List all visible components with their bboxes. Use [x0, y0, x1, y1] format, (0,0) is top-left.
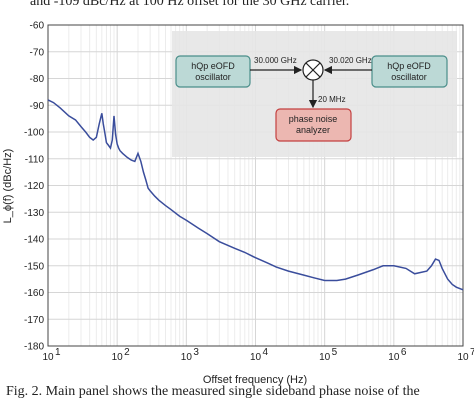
y-axis-label: L_ϕ(f) (dBc/Hz) [2, 149, 14, 224]
x-tick-label: 10 [181, 352, 193, 363]
y-tick-label: -90 [30, 101, 45, 112]
series-line [47, 99, 464, 291]
x-axis-label: Offset frequency (Hz) [203, 374, 307, 386]
y-tick-label: -60 [30, 21, 45, 32]
y-tick-label: -70 [30, 47, 45, 58]
x-tick-exponent: 4 [263, 347, 269, 358]
y-tick-label: -100 [24, 128, 44, 139]
y-tick-label: -170 [24, 315, 44, 326]
x-tick-exponent: 1 [55, 347, 61, 358]
mixer-cross-2 [305, 62, 321, 78]
right-oscillator-box [371, 55, 448, 88]
x-tick-label: 10 [112, 352, 124, 363]
y-tick-label: -140 [24, 235, 44, 246]
x-tick-exponent: 7 [470, 347, 474, 358]
x-tick-label: 10 [250, 352, 262, 363]
y-axis-ticks: -60 -70 -80 -90 -100 -110 -120 -130 -140 -150 -160… [24, 21, 44, 353]
analyzer-box [275, 108, 352, 142]
y-tick-label: -120 [24, 181, 44, 192]
y-tick-label: -110 [25, 154, 45, 165]
x-tick-label: 10 [457, 352, 469, 363]
x-tick-label: 10 [319, 352, 331, 363]
x-tick-label: 10 [388, 352, 400, 363]
analyzer-label-line2: analyzer [296, 125, 330, 135]
caption-top: and -109 dBc/Hz at 100 Hz offset for the… [30, 0, 350, 9]
x-tick-label: 10 [42, 352, 54, 363]
beat-frequency-label: 20 MHz [318, 95, 346, 104]
left-oscillator-label-line2: oscillator [195, 72, 231, 82]
inset-diagram: hQp eOFD oscillator hQp eOFD oscillator … [172, 31, 457, 157]
y-tick-label: -80 [30, 74, 45, 85]
x-axis-ticks: 10 1 10 2 10 3 10 4 10 5 10 6 10 7 [42, 347, 474, 363]
left-oscillator-box [175, 55, 251, 88]
left-oscillator-label-line1: hQp eOFD [191, 61, 235, 71]
grid [47, 24, 464, 347]
y-tick-label: -160 [24, 288, 44, 299]
caption-bottom: Fig. 2. Main panel shows the measured si… [6, 384, 420, 399]
y-tick-label: -180 [24, 342, 44, 353]
y-tick-label: -150 [24, 261, 44, 272]
x-tick-exponent: 3 [193, 347, 199, 358]
analyzer-label-line1: phase noise [289, 114, 338, 124]
right-oscillator-label-line1: hQp eOFD [387, 61, 431, 71]
right-frequency-label: 30.020 GHz [329, 56, 372, 65]
x-tick-exponent: 6 [401, 347, 407, 358]
x-tick-exponent: 2 [124, 347, 130, 358]
right-oscillator-label-line2: oscillator [391, 72, 427, 82]
left-frequency-label: 30.000 GHz [254, 56, 297, 65]
plot-frame [47, 24, 464, 347]
y-tick-label: -130 [24, 208, 44, 219]
x-tick-exponent: 5 [332, 347, 338, 358]
